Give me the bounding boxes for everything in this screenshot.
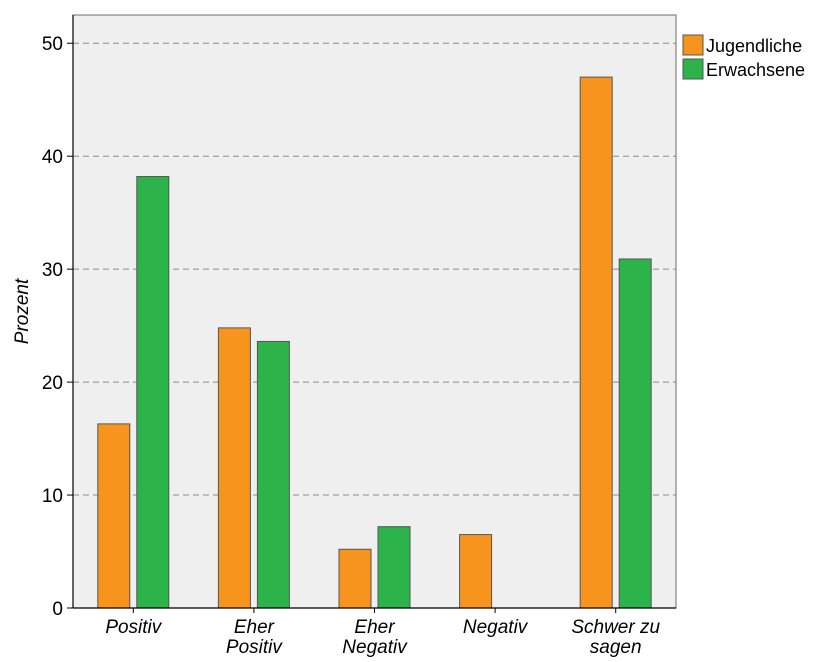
x-tick-label-line: Eher: [234, 617, 275, 638]
legend-label-erwachsene: Erwachsene: [706, 60, 805, 80]
x-tick-label: Negativ: [463, 617, 529, 638]
y-tick-label: 10: [42, 486, 63, 507]
bars-layer: [97, 76, 652, 609]
y-tick-label: 40: [42, 147, 63, 168]
bar-erwachsene-2: [377, 526, 411, 609]
plot-background-layer: [73, 15, 676, 608]
x-tick-label-line: Eher: [354, 617, 395, 638]
x-tick-label-line: Negativ: [463, 617, 529, 638]
bar-erwachsene-4: [618, 258, 652, 609]
bar-erwachsene-0: [136, 176, 170, 609]
bar-jugendliche-2: [338, 548, 372, 609]
axes-layer: [67, 14, 677, 613]
y-tick-label: 50: [42, 34, 63, 55]
bar-jugendliche-0: [97, 423, 131, 609]
x-tick-label-line: Schwer zu: [571, 617, 660, 638]
legend-swatch-erwachsene: [682, 58, 704, 80]
x-tick-label-line: sagen: [590, 637, 642, 657]
gridlines-layer: [73, 42, 676, 496]
bar-jugendliche-3: [459, 534, 493, 609]
y-axis-label: Prozent: [12, 278, 33, 344]
legend-label-jugendliche: Jugendliche: [706, 36, 802, 56]
y-tick-label: 0: [52, 599, 63, 620]
x-tick-label: Positiv: [105, 617, 162, 638]
x-tick-label-line: Negativ: [342, 637, 408, 657]
y-tick-label: 30: [42, 260, 63, 281]
x-tick-label: Eher Negativ: [342, 617, 408, 657]
x-tick-label-line: Positiv: [226, 637, 283, 657]
x-tick-label-line: Positiv: [105, 617, 162, 638]
legend-swatch-jugendliche: [682, 34, 704, 56]
legend: Jugendliche Erwachsene: [682, 34, 805, 80]
x-tick-label: Eher Positiv: [226, 617, 283, 657]
x-tick-label: Schwer zu sagen: [571, 617, 660, 657]
bar-jugendliche-1: [217, 327, 251, 609]
y-tick-label: 20: [42, 373, 63, 394]
bar-jugendliche-4: [579, 76, 613, 609]
bar-erwachsene-1: [256, 340, 290, 609]
plot-area: [73, 15, 676, 608]
